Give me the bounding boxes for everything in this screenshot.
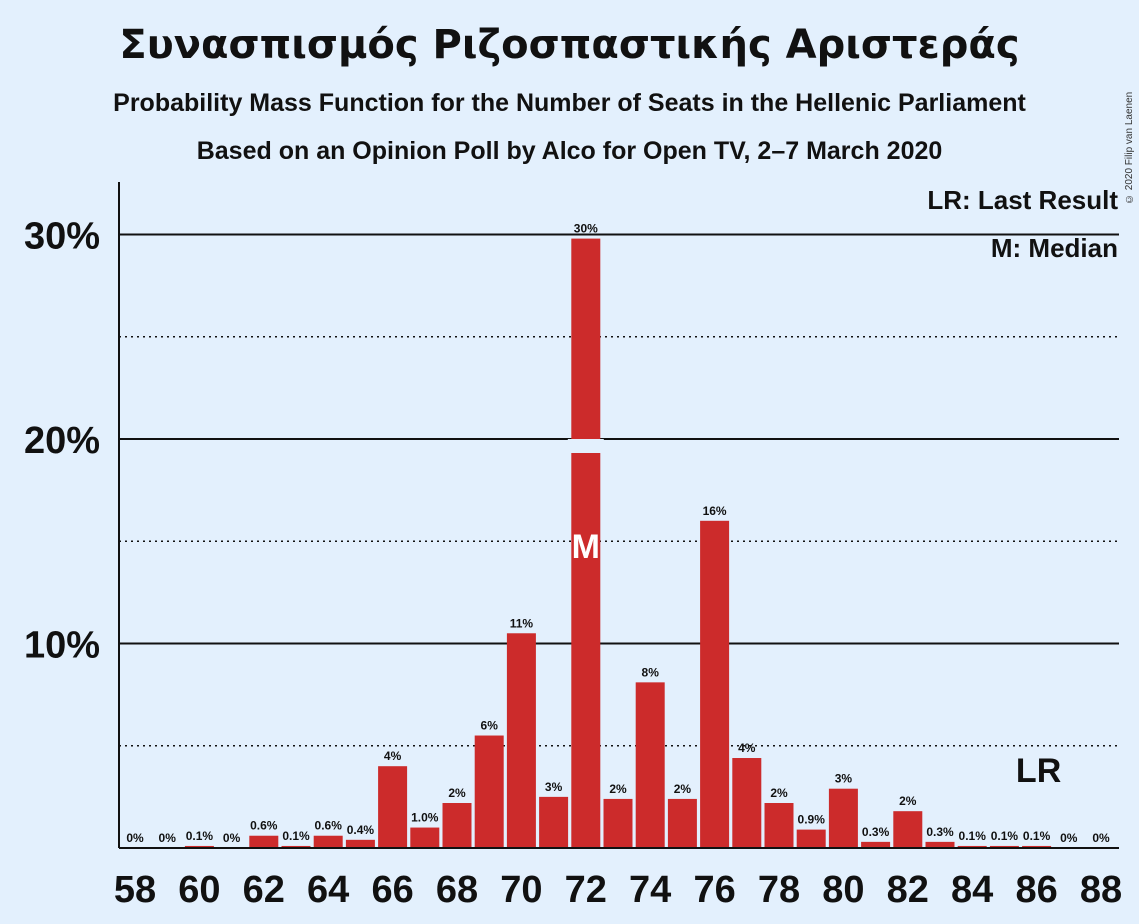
x-tick-label: 60 (178, 869, 220, 911)
bar (732, 758, 762, 848)
bar-value-label: 0.1% (959, 829, 987, 843)
bar-value-label: 2% (674, 782, 692, 796)
bar-value-label: 0% (1060, 831, 1078, 845)
x-tick-label: 58 (114, 869, 156, 911)
bar-value-label: 0.4% (347, 823, 375, 837)
chart-source-line: Based on an Opinion Poll by Alco for Ope… (196, 137, 943, 165)
x-tick-label: 68 (436, 869, 478, 911)
bar (764, 803, 794, 848)
gridlines (119, 233, 1119, 747)
bar (925, 841, 955, 848)
bar-value-label: 8% (642, 665, 660, 679)
bar (635, 682, 665, 848)
bar (410, 827, 440, 848)
x-tick-label: 84 (951, 869, 993, 911)
bars: 0% 0% 0.1% 0% 0.6% 0.1% 0.6% 0.4% 4% 1.0% 2% 6% 11% 3… (126, 222, 1110, 849)
x-tick-label: 78 (758, 869, 800, 911)
bar (828, 788, 858, 848)
bar-value-label: 0% (1092, 831, 1110, 845)
bar (249, 835, 279, 848)
chart-title: Συνασπισμός Ριζοσπαστικής Αριστεράς (119, 22, 1020, 68)
bar (184, 845, 214, 848)
x-tick-label: 72 (565, 869, 607, 911)
x-tick-label: 62 (243, 869, 285, 911)
bar-value-label: 0.3% (862, 825, 890, 839)
bar-value-label: 2% (770, 786, 788, 800)
bar (281, 845, 311, 848)
bar (796, 829, 826, 848)
bar (667, 798, 697, 848)
bar-value-label: 16% (703, 504, 727, 518)
bar-value-label: 0.1% (282, 829, 310, 843)
bar (345, 839, 375, 848)
x-tick-label: 74 (629, 869, 671, 911)
median-gridline-gap (567, 439, 604, 453)
bar-value-label: 30% (574, 222, 598, 236)
x-tick-label: 66 (371, 869, 413, 911)
bar (571, 238, 601, 849)
x-tick-label: 88 (1080, 869, 1122, 911)
x-tick-label: 82 (887, 869, 929, 911)
bar (539, 796, 569, 848)
bar (378, 766, 408, 848)
legend-last-result: LR: Last Result (927, 185, 1118, 215)
bar (861, 841, 891, 848)
bar-value-label: 3% (835, 772, 853, 786)
y-tick-label: 20% (24, 420, 100, 462)
bar-value-label: 0.1% (186, 829, 214, 843)
bar-value-label: 0% (126, 831, 144, 845)
axes: 10% 20% 30% 58 60 62 64 66 68 70 72 74 76 78 80 82 84 86 8… (24, 182, 1122, 911)
bar (957, 845, 987, 848)
bar-value-label: 2% (609, 782, 627, 796)
bar-value-label: 4% (738, 741, 756, 755)
bar (893, 811, 923, 848)
bar-value-label: 4% (384, 749, 402, 763)
bar-value-label: 0.1% (991, 829, 1019, 843)
x-tick-label: 70 (500, 869, 542, 911)
bar-value-label: 2% (899, 794, 917, 808)
bar (474, 735, 504, 848)
bar (506, 633, 536, 848)
bar-value-label: 0.6% (315, 819, 343, 833)
bar (700, 520, 730, 848)
bar-value-label: 3% (545, 780, 563, 794)
bar (442, 803, 472, 848)
bar-value-label: 1.0% (411, 811, 439, 825)
bar-value-label: 0.9% (798, 813, 826, 827)
x-tick-label: 80 (822, 869, 864, 911)
x-tick-label: 86 (1015, 869, 1057, 911)
bar-value-label: 0.1% (1023, 829, 1051, 843)
chart-subtitle: Probability Mass Function for the Number… (113, 89, 1026, 117)
bar-value-label: 11% (510, 616, 534, 630)
x-tick-label: 64 (307, 869, 349, 911)
bar-value-label: 0% (223, 831, 241, 845)
bar-value-label: 0.3% (926, 825, 954, 839)
x-tick-label: 76 (693, 869, 735, 911)
bar-value-label: 2% (448, 786, 466, 800)
bar (603, 798, 633, 848)
bar-value-label: 0.6% (250, 819, 278, 833)
y-tick-label: 10% (24, 625, 100, 667)
bar (1022, 845, 1052, 848)
bar-value-label: 6% (481, 719, 499, 733)
y-tick-label: 30% (24, 216, 100, 258)
bar (989, 845, 1019, 848)
legend-median: M: Median (991, 233, 1118, 263)
bar (313, 835, 343, 848)
last-result-marker: LR (1016, 752, 1061, 790)
bar-value-label: 0% (159, 831, 177, 845)
median-marker: M (572, 528, 600, 566)
